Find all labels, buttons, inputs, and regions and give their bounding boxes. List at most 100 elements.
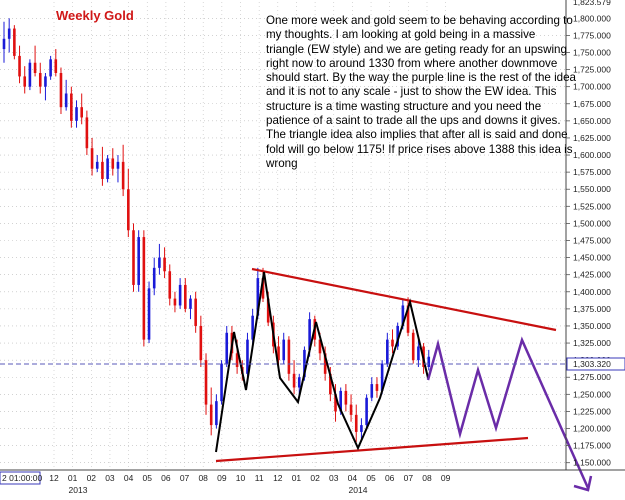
candle [64,79,68,111]
y-tick-label-top: 1,823.579 [573,0,611,7]
x-month-label: 05 [366,473,376,483]
candle-body [411,332,415,361]
candle [292,360,296,395]
candle [396,322,399,350]
candle [194,291,197,333]
candle [323,346,327,381]
candle [209,387,213,436]
candle-body [354,414,358,432]
y-tick-label: 1,625.000 [573,133,611,143]
candle-body [132,230,135,285]
timestamp-box [0,471,41,485]
last-price-label: 1,303.320 [573,359,611,369]
candle-body [349,404,353,415]
candle-body [297,377,301,388]
triangle-lower-line [215,436,529,463]
x-month-label: 03 [105,473,115,483]
x-month-label: 06 [385,473,395,483]
y-tick-label: 1,600.000 [573,150,611,160]
candle [184,278,187,313]
candle-body [59,72,63,108]
candle-body [215,401,218,426]
candle-body [127,189,130,231]
candle-body [380,363,384,391]
candle-body [13,28,16,56]
candle-body [406,305,410,333]
candle [406,297,410,337]
last-price-box [566,357,625,371]
y-tick-label: 1,675.000 [573,99,611,109]
candle-body [90,148,94,169]
candle-body [220,363,223,402]
candle [2,21,6,63]
candle [189,295,192,320]
y-tick-label: 1,350.000 [573,321,611,331]
candle-body [360,425,363,432]
candle [101,146,104,186]
x-month-label: 07 [180,473,190,483]
y-tick-label: 1,425.000 [573,270,611,280]
candle-body [339,390,342,412]
candle-body [178,284,182,306]
candle [18,45,21,84]
timestamp-label: 2 01:00:00 [2,473,42,483]
candle-body [261,278,265,299]
candle [132,223,135,292]
candle [427,349,431,371]
candle [106,155,109,183]
candle-body [173,298,177,306]
y-tick-label: 1,250.000 [573,389,611,399]
candle-body [204,360,208,405]
candle-body [199,325,203,361]
candle-body [106,158,109,179]
y-tick-label: 1,750.000 [573,47,611,57]
candle [215,394,218,429]
candle [386,332,389,367]
candle [147,281,151,344]
candle-body [184,284,187,309]
candle [370,377,374,402]
candle-body [225,332,229,364]
candle-body [70,93,73,121]
candle-body [158,257,161,268]
candle-body [365,397,368,426]
candle-body [282,339,286,361]
candle-body [137,237,140,285]
candle-body [101,161,104,179]
candle [173,291,177,313]
candle [137,230,140,292]
candle [59,67,63,115]
candle [354,404,358,443]
candle-body [7,28,11,39]
y-tick-label: 1,650.000 [573,116,611,126]
candle [49,55,52,80]
x-month-label: 06 [161,473,171,483]
candle [85,110,89,156]
y-tick-label: 1,700.000 [573,82,611,92]
candle-body [189,298,192,309]
candle-body [44,76,47,87]
candle-body [287,339,291,374]
candle [23,66,27,94]
x-month-label: 11 [255,473,264,483]
candle-body [163,257,166,272]
candle-body [194,298,197,326]
candle [54,49,58,77]
candle [33,45,37,77]
x-month-label: 05 [143,473,153,483]
candle [127,168,130,238]
x-month-label: 09 [217,473,227,483]
candle-body [111,158,115,169]
candle [152,257,156,296]
candle-body [147,288,151,340]
projection-arrowhead [573,475,593,492]
x-month-label: 04 [348,473,358,483]
candle-body [49,59,52,77]
candle [375,377,379,398]
candle [391,329,394,354]
candle [116,155,120,183]
y-tick-label: 1,175.000 [573,441,611,451]
candle [225,325,229,367]
candle-body [308,319,311,350]
candle-body [209,404,213,426]
